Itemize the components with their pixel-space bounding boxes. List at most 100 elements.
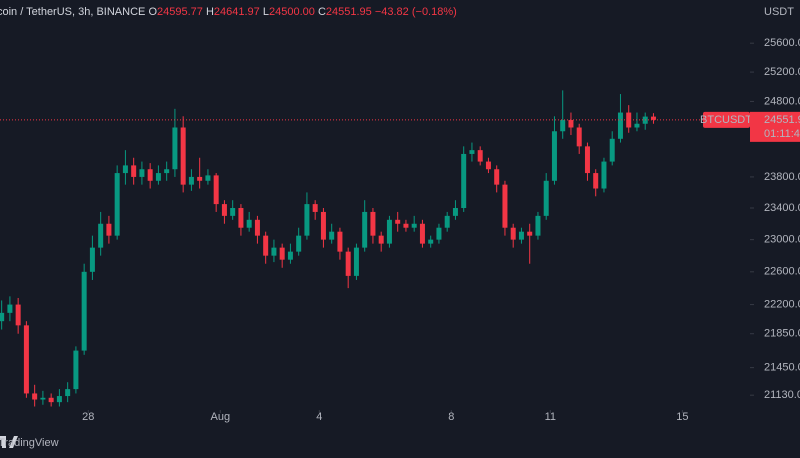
ohlc-label: C (318, 6, 326, 18)
x-tick-label: 8 (448, 411, 454, 423)
ohlc-label: O (148, 6, 157, 18)
candle-body (296, 235, 302, 252)
candle-body (510, 227, 516, 240)
candle-body (73, 350, 79, 390)
ohlc-value: 24641.97 (214, 6, 260, 18)
candle-body (378, 235, 384, 244)
symbol: coin / TetherUS, 3h, BINANCE (0, 6, 145, 18)
ohlc-value: 24551.95 (326, 6, 372, 18)
brand-logo[interactable]: TradingView (0, 436, 59, 449)
countdown: 01:11:4 (764, 128, 800, 140)
candle-body (81, 271, 87, 351)
ohlc-label: L (263, 6, 269, 18)
candle-body (576, 127, 582, 147)
chart-header: coin / TetherUS, 3h, BINANCE O24595.77 H… (0, 6, 457, 18)
candle-body (411, 223, 417, 228)
candle-body (353, 247, 359, 276)
candle-body (48, 397, 54, 403)
logo-icon (0, 436, 18, 448)
y-tick-label: 25200.00 (764, 66, 800, 78)
y-tick-label: 21130.00 (764, 389, 800, 401)
candle-body (502, 184, 508, 228)
y-tick-label: 23800.00 (764, 171, 800, 183)
x-tick-label: 28 (82, 411, 94, 423)
candle-body (626, 112, 632, 128)
candle-body (238, 208, 244, 228)
candle-body (164, 169, 170, 174)
candle-body (461, 153, 467, 209)
candle-body (106, 223, 112, 236)
candle-body (131, 165, 137, 177)
candle-body (469, 150, 475, 154)
candle-body (494, 169, 500, 185)
candle-body (254, 219, 260, 236)
candle-body (172, 127, 178, 170)
candle-body (362, 211, 368, 248)
brand: TradingView (0, 437, 59, 449)
y-tick-label: 21850.00 (764, 328, 800, 340)
candle-body (89, 247, 95, 272)
price-badge (750, 111, 800, 142)
candle-body (221, 204, 227, 216)
candle-body (65, 389, 71, 397)
candle-body (197, 176, 203, 181)
y-tick-label: 22200.00 (764, 298, 800, 310)
candle-body (551, 131, 557, 181)
candle-body (617, 112, 623, 139)
y-tick-label: 23000.00 (764, 234, 800, 246)
candle-body (7, 304, 13, 313)
candle-body (527, 231, 533, 236)
candle-body (370, 211, 376, 236)
y-tick-label: 22600.00 (764, 266, 800, 278)
candle-body (518, 231, 524, 240)
x-tick-label: 15 (676, 411, 688, 423)
y-tick-label: 23400.00 (764, 202, 800, 214)
candle-body (428, 239, 434, 244)
candle-body (304, 204, 310, 236)
candle-body (139, 169, 145, 177)
candle-body (535, 215, 541, 236)
candle-body (560, 120, 566, 132)
candle-body (419, 223, 425, 244)
candle-body (337, 231, 343, 252)
y-tick-label: 24800.00 (764, 95, 800, 107)
candle-body (188, 176, 194, 185)
candle-body (584, 146, 590, 174)
candle-body (32, 393, 38, 400)
ohlc-value: 24595.77 (157, 6, 203, 18)
candle-body (271, 247, 277, 256)
x-tick-label: 11 (545, 411, 556, 423)
price-label: 24551.95 (764, 114, 800, 126)
candle-body (40, 397, 46, 400)
change: −43.82 (−0.18%) (375, 6, 457, 18)
candle-body (568, 120, 574, 128)
ticker-badge (703, 111, 750, 128)
ticker-label: BTCUSDT (700, 114, 752, 126)
candle-body (395, 219, 401, 224)
candle-body (543, 180, 549, 216)
candle-body (403, 223, 409, 228)
candle-body (0, 312, 5, 322)
candle-body (485, 161, 491, 170)
y-tick-label: 25600.00 (764, 37, 800, 49)
candle-body (180, 127, 186, 185)
candle-body (452, 208, 458, 216)
candle-body (98, 223, 104, 248)
candle-body (320, 211, 326, 240)
ohlc-label: H (206, 6, 214, 18)
candle-body (15, 304, 21, 326)
y-tick-label: 21450.00 (764, 362, 800, 374)
candle-body (345, 251, 351, 276)
candle-body (114, 173, 120, 236)
x-tick-label: 4 (316, 411, 322, 423)
currency: USDT (764, 6, 794, 18)
candle-body (230, 208, 236, 216)
candle-body (205, 175, 211, 181)
candle-body (246, 219, 252, 228)
candle-body (56, 396, 62, 403)
candle-body (329, 231, 335, 240)
candle-body (477, 150, 483, 162)
